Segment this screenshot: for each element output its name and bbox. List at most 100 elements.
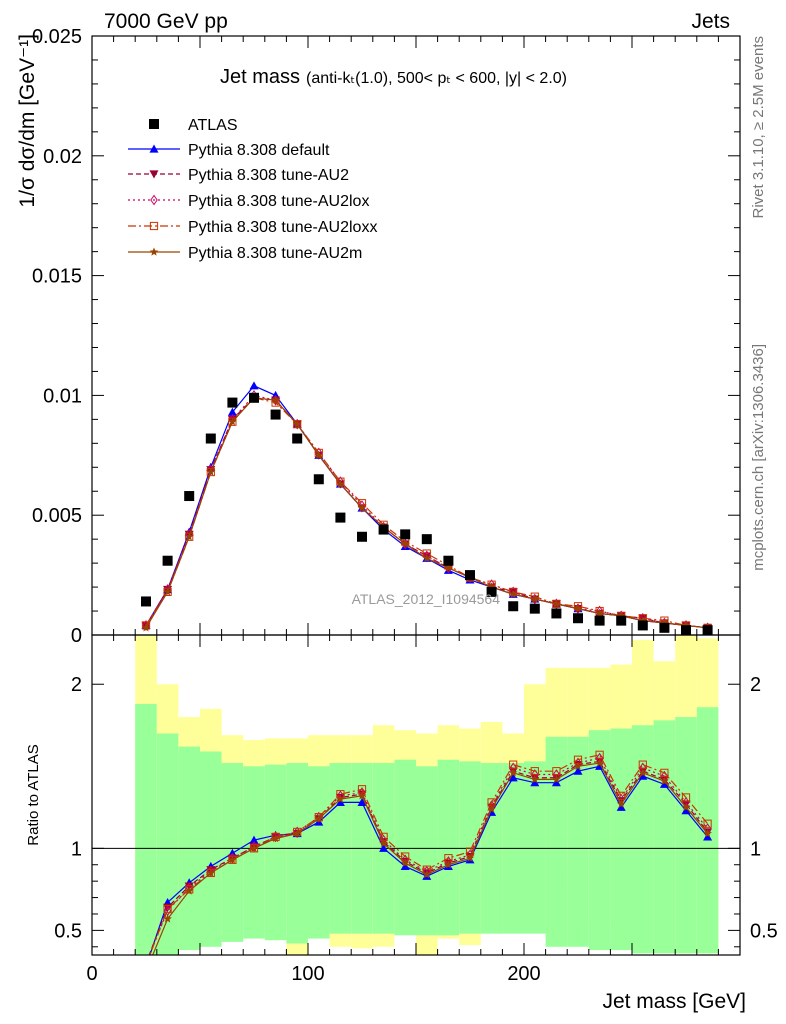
ratio-marker-3	[595, 750, 604, 759]
series-marker-4	[228, 417, 237, 426]
series-marker-4	[357, 503, 367, 512]
series-marker-4	[271, 395, 280, 404]
ratio-marker-4	[703, 829, 712, 838]
ratio-marker-4	[357, 791, 367, 800]
stat-uncertainty-band	[653, 720, 676, 954]
ratio-marker-4	[573, 761, 583, 770]
ratio-marker-4	[379, 838, 388, 848]
ratio-marker-4	[400, 858, 410, 867]
series-marker-4	[422, 553, 432, 562]
atlas-data-point	[508, 601, 519, 612]
ratio-marker-4	[292, 829, 302, 838]
atlas-data-point	[594, 615, 605, 626]
series-marker-4	[681, 620, 691, 630]
legend-label-au2lox: Pythia 8.308 tune-AU2lox	[188, 193, 369, 210]
ratio-marker-4	[206, 868, 216, 877]
atlas-data-point	[551, 608, 562, 619]
stat-uncertainty-band	[243, 766, 265, 939]
atlas-data-point	[702, 625, 713, 636]
legend: ATLAS Pythia 8.308 default Pythia 8.308 …	[128, 117, 377, 262]
ratio-marker-4	[422, 870, 432, 879]
atlas-data-point	[184, 491, 195, 502]
series-marker-2	[336, 476, 345, 488]
legend-symbol-1	[149, 170, 159, 179]
y-tick-label: 0	[71, 625, 82, 647]
header-right: Jets	[691, 10, 730, 33]
series-marker-4	[508, 589, 518, 598]
ratio-marker-3	[703, 819, 712, 828]
ratio-marker-4	[184, 886, 194, 895]
series-marker-2	[358, 500, 366, 511]
y-axis-label: 1/σ dσ/dm [GeV⁻¹]	[16, 34, 39, 208]
stat-uncertainty-band	[632, 725, 654, 954]
atlas-data-point	[573, 613, 583, 624]
atlas-data-point	[400, 529, 411, 540]
series-marker-4	[487, 582, 496, 591]
stat-uncertainty-band	[286, 763, 308, 944]
legend-symbol-2	[150, 194, 158, 206]
series-marker-2	[595, 605, 604, 617]
legend-symbol-atlas	[149, 119, 159, 129]
ratio-marker-4	[444, 860, 453, 869]
ratio-tick-label-right: 2	[750, 674, 761, 696]
ratio-tick-label: 2	[71, 674, 82, 696]
series-marker-4	[552, 599, 561, 608]
ratio-marker-3	[552, 767, 561, 776]
ratio-marker-0	[508, 773, 518, 782]
stat-uncertainty-band	[545, 736, 568, 947]
ratio-marker-4	[595, 758, 604, 767]
atlas-data-point	[637, 620, 648, 631]
ratio-axis-label: Ratio to ATLAS	[25, 744, 42, 845]
y-tick-label: 0.005	[32, 505, 82, 527]
atlas-data-point	[249, 392, 259, 403]
y-tick-label: 0.01	[43, 385, 82, 407]
series-marker-4	[163, 587, 172, 596]
atlas-data-point	[292, 433, 303, 444]
chart-title-main: Jet mass	[220, 66, 300, 88]
atlas-data-point	[162, 555, 173, 566]
ratio-marker-4	[271, 834, 280, 843]
ratio-marker-3	[660, 768, 669, 777]
atlas-data-point	[659, 622, 670, 633]
atlas-data-point	[313, 474, 324, 485]
series-marker-4	[184, 532, 194, 541]
side-label-rivet: Rivet 3.1.10, ≥ 2.5M events	[750, 36, 767, 219]
ratio-marker-4	[638, 768, 648, 777]
atlas-data-point	[227, 397, 238, 408]
ratio-marker-0	[357, 797, 367, 806]
ratio-marker-0	[681, 806, 691, 815]
series-marker-4	[638, 616, 648, 625]
atlas-data-point	[681, 625, 691, 636]
watermark: ATLAS_2012_I1094564	[352, 591, 501, 607]
stat-uncertainty-band	[524, 761, 546, 934]
stat-uncertainty-band	[264, 764, 287, 941]
series-marker-4	[400, 539, 410, 548]
ratio-marker-3	[163, 904, 172, 914]
ratio-marker-4	[163, 914, 172, 923]
legend-label-au2m: Pythia 8.308 tune-AU2m	[188, 245, 362, 262]
series-line-1	[145, 397, 708, 629]
series-line-3	[145, 397, 708, 629]
ratio-marker-4	[552, 774, 561, 784]
series-marker-2	[509, 586, 517, 598]
ratio-marker-2	[271, 831, 280, 843]
ratio-marker-0	[379, 843, 389, 852]
ratio-marker-4	[336, 794, 345, 803]
series-marker-4	[314, 450, 324, 459]
atlas-data-point	[486, 586, 497, 597]
stat-uncertainty-band	[610, 728, 632, 951]
atlas-data-point	[465, 570, 475, 581]
ratio-marker-0	[573, 766, 583, 775]
legend-label-default: Pythia 8.308 default	[188, 142, 330, 159]
series-marker-4	[292, 419, 302, 428]
legend-symbol-4	[149, 247, 159, 256]
ratio-marker-3	[530, 767, 539, 776]
atlas-data-point	[357, 531, 367, 542]
stat-uncertainty-band	[394, 759, 416, 936]
atlas-data-point	[421, 534, 432, 545]
ratio-tick-label-right: 0.5	[750, 920, 778, 942]
stat-uncertainty-band	[156, 733, 179, 955]
ratio-marker-0	[616, 802, 626, 811]
